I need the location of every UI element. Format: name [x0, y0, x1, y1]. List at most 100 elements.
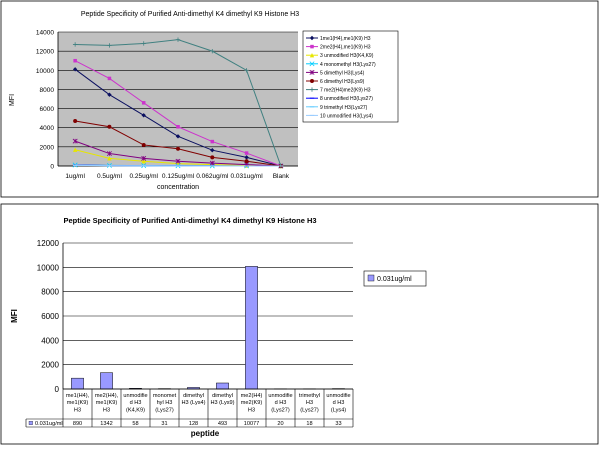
category-label-line: (Lys27) [155, 407, 174, 413]
data-point [107, 76, 112, 81]
x-tick-label: 0.062ug/ml [196, 173, 229, 180]
bar [100, 372, 113, 390]
data-point [72, 42, 78, 47]
legend-label: 8 unmodified H3(Lys27) [320, 96, 373, 102]
category-label: unmodifie d H3 (K4,K9) [123, 393, 147, 413]
data-point [210, 148, 215, 153]
category-label-line: d H3 [130, 400, 142, 406]
legend-label: 10 unmodified H3(Lys4) [320, 113, 373, 119]
data-point [175, 134, 181, 139]
category-label-line: (Lys27) [300, 407, 319, 413]
x-axis-label: concentration [157, 184, 199, 191]
table-value: 31 [161, 421, 167, 427]
data-point [141, 101, 146, 105]
y-axis-label: MFI [9, 94, 16, 106]
x-tick-label: 0.25ug/ml [129, 173, 158, 180]
legend-label: 9 trimethyl H3(Lys27) [320, 105, 368, 111]
x-tick-label: 1ug/ml [65, 173, 85, 180]
category-label-line: unmodifie [123, 393, 147, 399]
data-point [309, 53, 315, 58]
data-point [309, 61, 315, 67]
data-point [175, 158, 181, 164]
legend-label: 1me1(H4),me1(K9) H3 [320, 36, 371, 42]
legend-label: 0.031ug/ml [377, 276, 412, 283]
y-tick-label: 12000 [37, 239, 60, 248]
x-tick-labels: 1ug/ml 0.5ug/ml 0.25ug/ml 0.125ug/ml 0.062ug… [65, 173, 289, 180]
bar [71, 377, 84, 390]
y-tick-label: 2000 [41, 361, 59, 370]
data-point [309, 69, 315, 75]
y-tick-label: 6000 [41, 312, 59, 321]
data-point [209, 160, 215, 166]
data-point [73, 58, 77, 63]
category-label: trimethyl H3 (Lys27) [299, 393, 320, 413]
data-point [106, 151, 112, 157]
table-value: 58 [132, 421, 138, 427]
category-label-line: me2(H4), [95, 393, 119, 399]
legend-entry: 6 dimethyl H3(Lys9) [306, 79, 365, 85]
data-point [244, 159, 249, 164]
bar-chart: Peptide Specificity of Purified Anti-dim… [0, 203, 599, 445]
legend-entry: 2me2(H4),me1(K9) H3 [306, 45, 371, 51]
chart-title: Peptide Specificity of Purified Anti-dim… [63, 216, 316, 225]
data-point [107, 92, 112, 97]
category-label-line: H3 (Lys4) [181, 400, 205, 406]
legend-label: 3 unmodified H3(K4,K9) [320, 53, 374, 59]
data-point [210, 48, 215, 54]
category-label-line: H3 [248, 407, 255, 413]
category-label-line: d H3 [333, 400, 345, 406]
data-point [176, 146, 180, 151]
category-label: me2(H4) me2(K9) H3 [241, 393, 263, 413]
category-label-line: monomet [153, 393, 177, 399]
legend-swatch [367, 274, 375, 282]
line-chart: Peptide Specificity of Purified Anti-dim… [0, 0, 599, 198]
data-point [107, 124, 112, 129]
legend-label: 5 dimethyl H3(Lys4) [320, 70, 365, 76]
data-point [310, 44, 314, 49]
bars [71, 266, 345, 390]
category-label-line: dimethyl [183, 393, 204, 399]
x-tick-label: Blank [273, 173, 290, 180]
table-value: 128 [189, 421, 198, 427]
legend-entry: 10 unmodified H3(Lys4) [306, 113, 373, 119]
table-value: 20 [277, 421, 283, 427]
data-point [141, 113, 146, 118]
y-tick-label: 12000 [36, 49, 54, 56]
table-value: 33 [335, 421, 341, 427]
category-label-line: me1(K9) [96, 400, 118, 406]
y-axis-label: MFI [10, 309, 19, 323]
data-point [73, 119, 78, 123]
category-label: unmodifie d H3 (Lys27) [268, 393, 292, 413]
table-row-label: 0.031ug/ml [35, 421, 63, 427]
data-point [175, 37, 181, 42]
legend-box [363, 270, 427, 287]
y-tick-labels: 0 2000 4000 6000 8000 10000 12000 14000 [36, 30, 54, 171]
legend-entry: 3 unmodified H3(K4,K9) [306, 53, 374, 59]
legend-entry: 1me1(H4),me1(K9) H3 [306, 35, 371, 42]
data-point [210, 139, 215, 144]
category-label-line: H3 [306, 400, 313, 406]
chart-area-border [0, 203, 599, 445]
data-point [310, 79, 314, 83]
series [72, 164, 284, 167]
legend-label: 6 dimethyl H3(Lys9) [320, 79, 365, 85]
data-point [72, 138, 78, 144]
table-value: 493 [218, 421, 227, 427]
legend-label: 4 monomethyl H3(Lys27) [320, 62, 376, 68]
data-point [141, 142, 146, 147]
category-label-line: me1(K9) [67, 400, 89, 406]
chart-title: Peptide Specificity of Purified Anti-dim… [81, 11, 299, 18]
y-tick-label: 2000 [40, 144, 55, 151]
category-label: dimethyl H3 (Lys9) [210, 393, 234, 406]
legend-label: 7 me2(H4)me2(K9) H3 [320, 88, 371, 94]
legend-entry: 8 unmodified H3(Lys27) [306, 96, 373, 102]
category-label-line: H3 [74, 407, 81, 413]
legend-label: 2me2(H4),me1(K9) H3 [320, 45, 371, 51]
y-tick-label: 8000 [41, 288, 59, 297]
data-point [244, 68, 249, 73]
category-label: dimethyl H3 (Lys4) [181, 393, 205, 406]
data-point [176, 124, 180, 129]
table-value: 18 [306, 421, 312, 427]
legend: 1me1(H4),me1(K9) H3 2me2(H4),me1(K9) H3 3 … [302, 30, 399, 123]
